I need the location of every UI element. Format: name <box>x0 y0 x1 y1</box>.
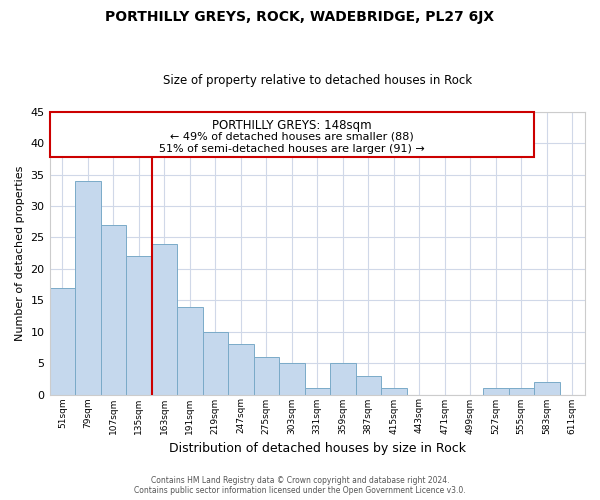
Title: Size of property relative to detached houses in Rock: Size of property relative to detached ho… <box>163 74 472 87</box>
Bar <box>483 388 509 394</box>
FancyBboxPatch shape <box>50 112 534 157</box>
Bar <box>279 363 305 394</box>
Bar <box>381 388 407 394</box>
Text: 51% of semi-detached houses are larger (91) →: 51% of semi-detached houses are larger (… <box>159 144 425 154</box>
Bar <box>228 344 254 395</box>
X-axis label: Distribution of detached houses by size in Rock: Distribution of detached houses by size … <box>169 442 466 455</box>
Text: PORTHILLY GREYS: 148sqm: PORTHILLY GREYS: 148sqm <box>212 120 371 132</box>
Bar <box>177 306 203 394</box>
Bar <box>203 332 228 394</box>
Y-axis label: Number of detached properties: Number of detached properties <box>15 166 25 341</box>
Bar <box>50 288 75 395</box>
Bar <box>305 388 330 394</box>
Bar <box>254 357 279 395</box>
Bar <box>126 256 152 394</box>
Text: PORTHILLY GREYS, ROCK, WADEBRIDGE, PL27 6JX: PORTHILLY GREYS, ROCK, WADEBRIDGE, PL27 … <box>106 10 494 24</box>
Bar <box>75 181 101 394</box>
Bar <box>534 382 560 394</box>
Bar <box>330 363 356 394</box>
Bar <box>509 388 534 394</box>
Text: Contains HM Land Registry data © Crown copyright and database right 2024.
Contai: Contains HM Land Registry data © Crown c… <box>134 476 466 495</box>
Text: ← 49% of detached houses are smaller (88): ← 49% of detached houses are smaller (88… <box>170 132 413 142</box>
Bar <box>152 244 177 394</box>
Bar <box>356 376 381 394</box>
Bar <box>101 225 126 394</box>
